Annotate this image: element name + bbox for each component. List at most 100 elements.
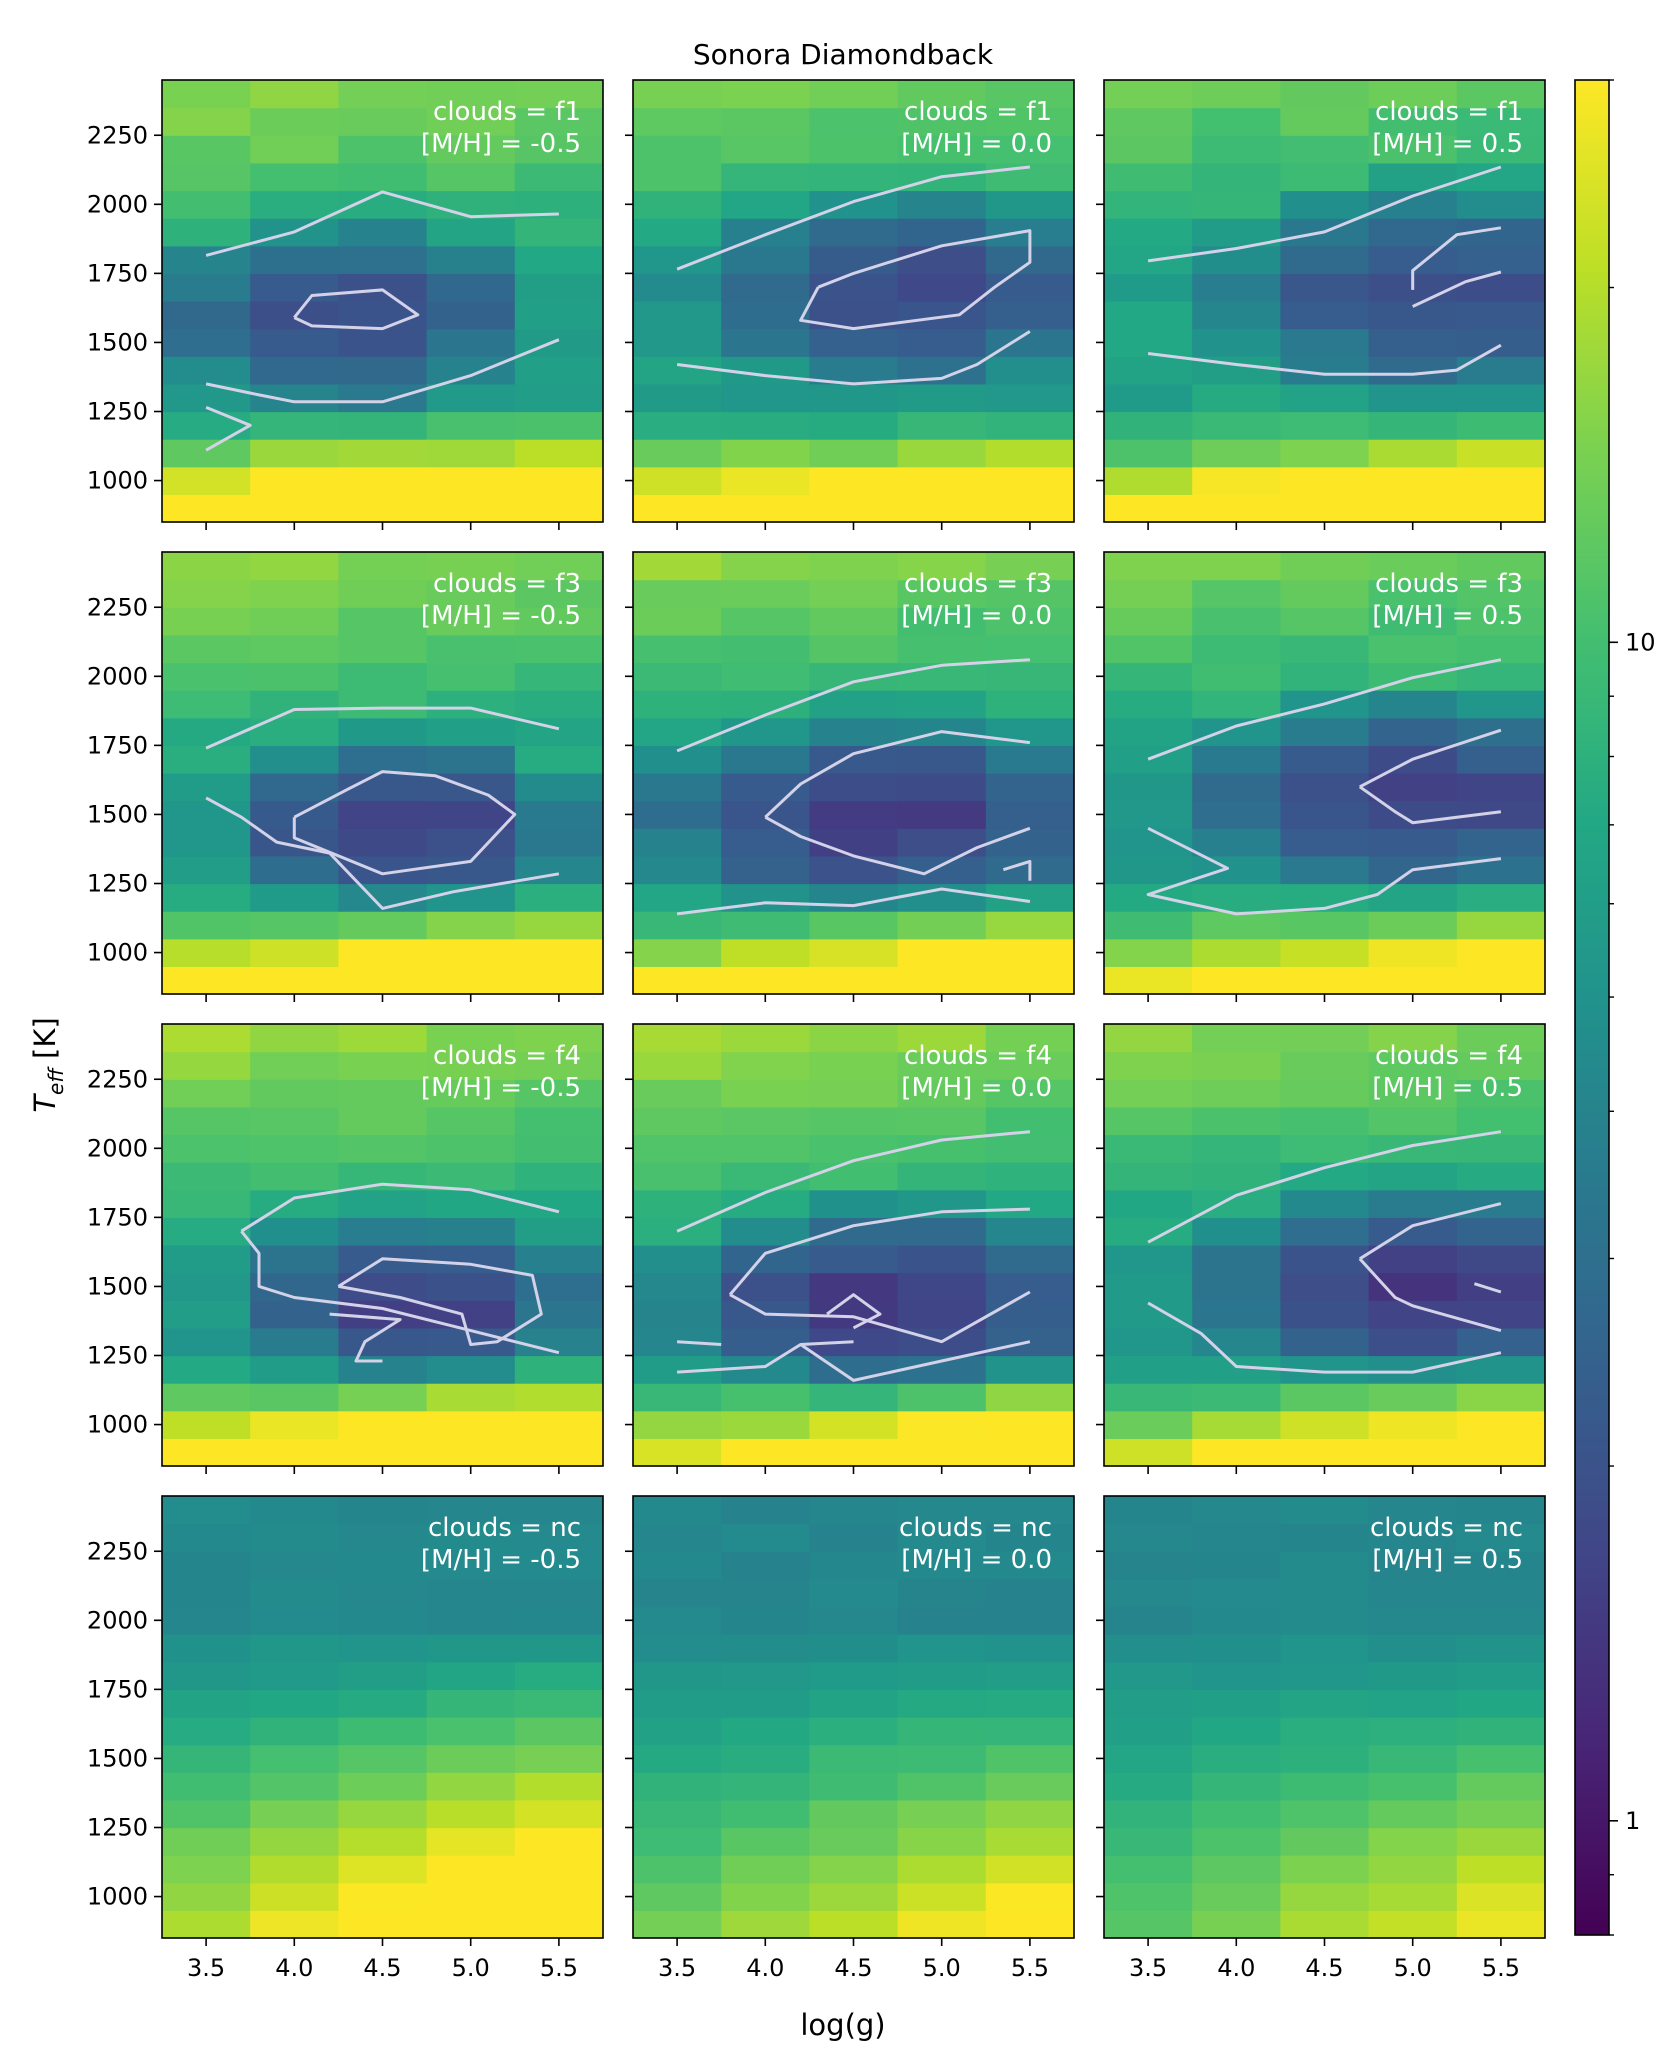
heatmap-cell xyxy=(985,1410,1074,1439)
heatmap-cell xyxy=(1280,1383,1370,1412)
heatmap-cell xyxy=(514,966,603,994)
heatmap-cell xyxy=(514,135,603,164)
heatmap-cell xyxy=(633,966,722,994)
heatmap-cell xyxy=(162,1551,251,1580)
heatmap-cell xyxy=(338,690,428,719)
heatmap-cell xyxy=(897,690,987,719)
heatmap-cell xyxy=(1280,800,1370,829)
heatmap-cell xyxy=(897,1744,987,1773)
heatmap-cell xyxy=(809,800,899,829)
y-tick-label: 2250 xyxy=(87,593,148,621)
heatmap-cell xyxy=(633,466,722,495)
heatmap-cell xyxy=(985,1717,1074,1746)
heatmap-cell xyxy=(250,1799,339,1829)
heatmap-cell xyxy=(426,494,516,522)
y-tick-label: 2250 xyxy=(87,1065,148,1093)
heatmap-cell xyxy=(721,1327,810,1357)
heatmap-cell xyxy=(985,1217,1074,1246)
heatmap-cell xyxy=(897,911,987,940)
heatmap-cell xyxy=(1192,494,1281,522)
heatmap-cell xyxy=(1192,1717,1281,1746)
heatmap-cell xyxy=(809,773,899,802)
y-tick-label: 1500 xyxy=(87,1272,148,1300)
heatmap-cell xyxy=(809,1882,899,1911)
heatmap-cell xyxy=(1456,190,1545,219)
heatmap-cell xyxy=(721,828,810,857)
heatmap-cell xyxy=(1368,383,1458,413)
heatmap-cell xyxy=(1368,80,1458,109)
contour-line xyxy=(292,770,517,876)
contour-line xyxy=(1358,785,1502,825)
heatmap-cell xyxy=(633,1744,722,1773)
colorbar-gradient xyxy=(1575,80,1609,1935)
heatmap-cell xyxy=(985,135,1074,164)
heatmap-cell xyxy=(250,1882,339,1911)
heatmap-cell xyxy=(1368,1717,1458,1746)
heatmap-cell xyxy=(426,107,516,136)
heatmap-cell xyxy=(162,218,251,247)
heatmap-cell xyxy=(809,1744,899,1773)
heatmap-cell xyxy=(1368,1355,1458,1384)
heatmap-cell xyxy=(162,1024,251,1053)
heatmap-cell xyxy=(1280,607,1370,636)
panel-f3-mh0.5: clouds = f3[M/H] = 0.5 xyxy=(1096,551,1546,1002)
heatmap-cell xyxy=(1280,662,1370,691)
heatmap-cell xyxy=(250,1383,339,1412)
heatmap-cell xyxy=(809,855,899,885)
heatmap-cell xyxy=(633,773,722,802)
heatmap-cell xyxy=(426,579,516,608)
heatmap-cell xyxy=(809,911,899,940)
heatmap-cell xyxy=(1456,1438,1545,1466)
contour-line xyxy=(337,1257,543,1346)
heatmap-cell xyxy=(250,1438,339,1466)
heatmap-cell xyxy=(721,966,810,994)
heatmap-cell xyxy=(1104,466,1193,495)
heatmap-cell xyxy=(162,966,251,994)
heatmap-cell xyxy=(514,1634,603,1663)
heatmap-cell xyxy=(721,1689,810,1718)
heatmap-cell xyxy=(1104,1634,1193,1663)
heatmap-cell xyxy=(1456,135,1545,164)
heatmap-cell xyxy=(809,1606,899,1635)
contour-line xyxy=(1147,1301,1502,1374)
heatmap-cell xyxy=(162,1217,251,1246)
heatmap-cell xyxy=(809,1189,899,1218)
heatmap-cell xyxy=(338,1855,428,1884)
heatmap-cell xyxy=(250,190,339,219)
heatmap-cell xyxy=(1192,607,1281,636)
heatmap-cell xyxy=(514,1855,603,1884)
heatmap-cell xyxy=(809,690,899,719)
heatmap-cells xyxy=(1104,1496,1545,1938)
heatmap-cell xyxy=(1192,773,1281,802)
heatmap-cell xyxy=(985,273,1074,302)
heatmap-cell xyxy=(1368,439,1458,468)
heatmap-cell xyxy=(162,356,251,385)
contour-line xyxy=(1147,1130,1502,1244)
heatmap-cell xyxy=(1456,80,1545,109)
y-tick-label: 1750 xyxy=(87,1675,148,1703)
heatmap-cell xyxy=(250,883,339,912)
heatmap-cell xyxy=(897,190,987,219)
heatmap-cell xyxy=(633,1910,722,1938)
heatmap-cell xyxy=(250,328,339,357)
heatmap-cell xyxy=(426,273,516,302)
heatmap-cell xyxy=(250,579,339,608)
heatmap-cell xyxy=(897,1024,987,1053)
heatmap-cell xyxy=(162,1910,251,1938)
heatmap-cell xyxy=(250,1827,339,1856)
heatmap-cell xyxy=(1192,745,1281,774)
contour-line xyxy=(1147,165,1502,263)
heatmap-cell xyxy=(721,1383,810,1412)
heatmap-cell xyxy=(1280,1578,1370,1608)
heatmap-cell xyxy=(1104,1744,1193,1773)
heatmap-cell xyxy=(162,245,251,274)
heatmap-cell xyxy=(985,1910,1074,1938)
annotation-clouds: clouds = f3 xyxy=(1375,569,1523,599)
heatmap-cell xyxy=(985,1578,1074,1608)
heatmap-cell xyxy=(1368,717,1458,746)
heatmap-cell xyxy=(985,607,1074,636)
heatmap-cell xyxy=(338,938,428,967)
heatmap-cell xyxy=(897,800,987,829)
contour-line xyxy=(676,165,1031,271)
heatmap-cell xyxy=(514,301,603,330)
